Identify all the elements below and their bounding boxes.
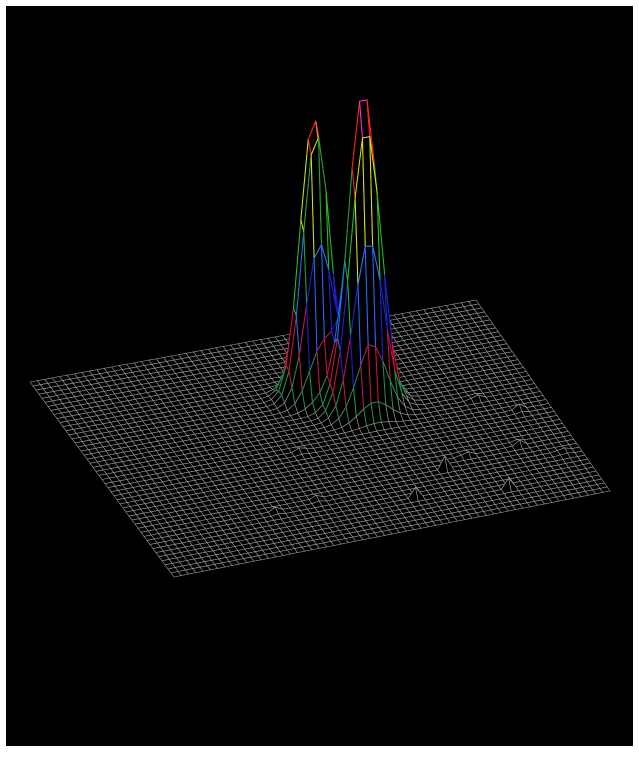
surface-cell xyxy=(599,486,611,493)
surface-mesh xyxy=(29,99,611,578)
surface-plot xyxy=(6,6,633,746)
surface-plot-viewport xyxy=(6,6,633,746)
